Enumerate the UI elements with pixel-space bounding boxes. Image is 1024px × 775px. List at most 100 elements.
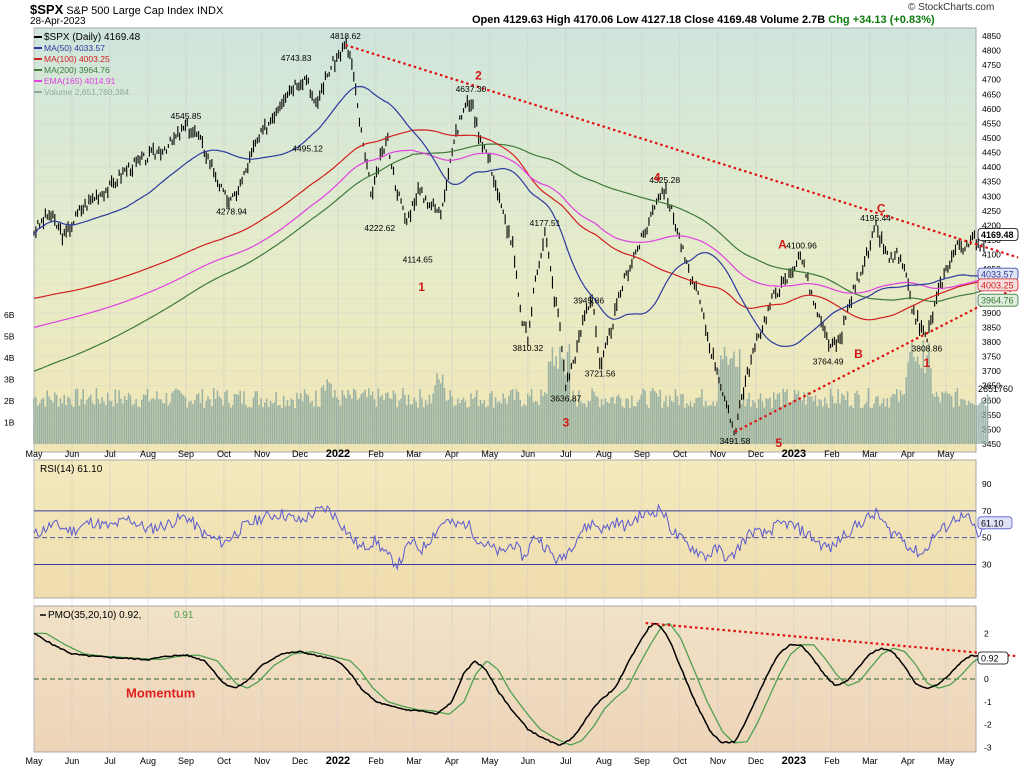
volume-bar [86,399,88,444]
volume-bar [112,406,115,444]
volume-bar [718,368,720,444]
volume-bar [264,402,266,444]
wave-label: 5 [775,436,782,450]
volume-bar [774,399,777,444]
volume-bar [256,391,258,444]
pmo-tick-label: 0 [984,674,989,684]
volume-bar [415,401,417,444]
volume-bar [964,400,966,444]
volume-bar [477,406,480,444]
x-tick-label-top: Sep [178,449,194,459]
legend-entry: $SPX (Daily) 4169.48 [44,32,141,43]
volume-bar [754,402,756,444]
volume-bar [544,392,546,444]
x-tick-label-bottom: Sep [178,756,194,766]
x-tick-label-top: Dec [748,449,765,459]
price-annotation: 4195.44 [860,213,891,223]
volume-bar [517,391,520,444]
volume-bar [559,346,561,444]
volume-bar [305,393,308,444]
volume-bar [710,405,713,444]
volume-bar [390,399,393,444]
volume-bar [80,399,83,444]
volume-bar [598,407,601,444]
volume-bar [945,391,947,444]
volume-bar [782,388,784,444]
volume-bar [612,396,614,444]
volume-bar [118,390,120,444]
volume-bar [975,405,977,444]
volume-bar [387,392,389,444]
volume-bar [421,397,423,444]
volume-bar [767,399,769,444]
volume-bar [873,403,875,444]
x-tick-label-top: May [937,449,955,459]
volume-bar [89,394,92,444]
volume-bar [284,406,287,444]
volume-bar [370,395,372,444]
volume-bar [765,398,767,444]
volume-bar [638,399,641,444]
volume-bar [199,402,202,444]
volume-bar [271,403,274,444]
volume-bar [368,388,370,444]
volume-bar [979,402,981,444]
volume-bar [175,388,177,444]
volume-bar [464,401,467,444]
price-tick-label: 3500 [982,424,1001,434]
price-annotation: 3945.86 [573,295,604,305]
volume-bar [542,395,544,444]
volume-bar [218,396,221,444]
volume-bar [636,402,639,444]
volume-bar [699,397,701,444]
volume-bar [267,406,270,444]
volume-bar [468,406,470,444]
volume-bar [248,406,251,444]
rsi-tick-label: 30 [982,560,992,570]
volume-bar [241,403,243,444]
volume-bar [470,393,472,444]
volume-bar [678,405,680,444]
volume-bar [733,351,735,444]
volume-bar [159,399,162,444]
volume-bar [655,393,658,444]
price-tick-label: 4400 [982,162,1001,172]
volume-bar [984,406,987,444]
wave-label: 2 [475,69,482,83]
price-tick-label: 4300 [982,191,1001,201]
price-tick-label: 4850 [982,31,1001,41]
ma100-line [33,129,988,321]
volume-bar [625,398,627,444]
x-tick-label-bottom: Nov [710,756,727,766]
volume-bar [381,395,383,444]
volume-bar [169,402,171,444]
volume-bar [585,407,588,444]
volume-bar [320,387,323,444]
volume-bar [926,355,928,444]
rsi-panel-bg [33,459,977,599]
volume-bar [135,399,137,444]
volume-bar [419,388,421,444]
volume-bar [650,391,652,444]
x-tick-label-bottom: May [25,756,43,766]
volume-bar [405,405,408,444]
volume-bar [886,398,889,444]
price-annotation: 4743.83 [281,53,312,63]
legend-entry: Volume 2,651,760,384 [44,87,129,97]
volume-bar [139,407,141,444]
wave-label: 4 [654,171,661,185]
volume-bar [682,393,684,444]
x-tick-label-bottom: Oct [673,756,688,766]
volume-bar [589,401,591,444]
volume-bar [527,393,529,444]
ema165-line [33,149,988,328]
volume-bar [466,407,469,444]
x-tick-label-top: Apr [901,449,915,459]
volume-bar [180,393,183,444]
pmo-tick-label: -2 [984,720,992,730]
volume-bar [317,406,319,444]
volume-bar [235,394,238,444]
rsi-tick-label: 50 [982,533,992,543]
